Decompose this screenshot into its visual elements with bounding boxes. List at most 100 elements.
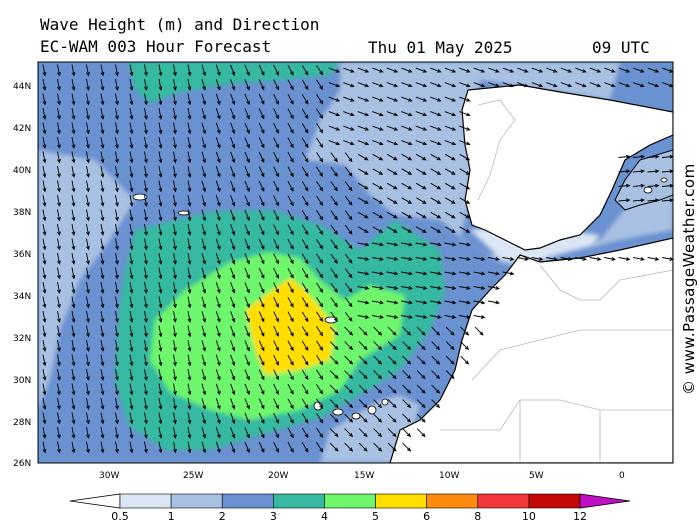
wave-direction-arrow: [430, 271, 442, 276]
wave-direction-arrow: [129, 224, 134, 236]
wave-direction-arrow: [244, 108, 250, 120]
wave-direction-arrow: [273, 93, 279, 105]
iberia-land: [461, 84, 673, 251]
wave-direction-arrow: [201, 369, 207, 381]
wave-direction-arrow: [330, 253, 338, 264]
wave-direction-arrow: [273, 238, 279, 250]
wave-direction-arrow: [445, 355, 455, 365]
wave-direction-arrow: [144, 180, 148, 193]
wave-direction-arrow: [201, 108, 207, 120]
wave-direction-arrow: [344, 253, 353, 264]
wave-direction-arrow: [144, 238, 148, 251]
wave-direction-arrow: [42, 166, 47, 178]
wave-direction-arrow: [57, 195, 61, 207]
wave-direction-arrow: [258, 441, 265, 453]
wave-direction-arrow: [115, 412, 119, 425]
wave-direction-arrow: [258, 325, 265, 337]
wave-direction-arrow: [187, 151, 192, 164]
wave-direction-arrow: [401, 197, 413, 204]
wave-direction-arrow: [129, 122, 134, 135]
wave-direction-arrow: [100, 325, 105, 338]
wave-direction-arrow: [57, 427, 61, 439]
wave-direction-arrow: [372, 125, 384, 131]
wave-direction-arrow: [287, 369, 294, 381]
wave-direction-arrow: [244, 412, 250, 425]
wave-direction-arrow: [115, 151, 119, 164]
wave-direction-arrow: [129, 311, 134, 323]
wave-direction-arrow: [387, 413, 397, 423]
wave-direction-arrow: [57, 398, 61, 410]
wave-direction-arrow: [71, 427, 76, 439]
wave-direction-arrow: [473, 82, 486, 88]
wave-direction-arrow: [316, 239, 324, 250]
wave-direction-arrow: [343, 125, 355, 131]
wave-direction-arrow: [372, 82, 384, 88]
wave-direction-arrow: [115, 354, 119, 367]
wave-direction-arrow: [173, 79, 177, 91]
wave-direction-arrow: [444, 82, 457, 88]
wave-direction-arrow: [158, 427, 163, 439]
wave-direction-arrow: [301, 166, 309, 178]
lat-label: 26N: [13, 459, 31, 469]
wave-direction-arrow: [57, 166, 61, 178]
wave-direction-arrow: [187, 224, 192, 236]
wave-direction-arrow: [502, 257, 515, 261]
wave-direction-arrow: [387, 399, 397, 409]
wave-direction-arrow: [129, 412, 134, 425]
wave-direction-arrow: [330, 268, 338, 279]
wave-direction-arrow: [86, 354, 90, 367]
forecast-date: Thu 01 May 2025: [368, 38, 513, 57]
wave-direction-arrow: [401, 300, 413, 305]
wave-direction-arrow: [316, 268, 324, 279]
wave-direction-arrow: [316, 210, 324, 221]
wave-direction-arrow: [372, 315, 384, 319]
wave-direction-arrow: [258, 108, 265, 120]
wave-direction-arrow: [42, 441, 47, 454]
wave-direction-arrow: [373, 384, 383, 394]
wave-direction-arrow: [115, 398, 119, 410]
wave-direction-arrow: [57, 412, 61, 425]
wave-direction-arrow: [473, 257, 486, 261]
wave-direction-arrow: [344, 355, 354, 365]
wave-direction-arrow: [42, 151, 47, 164]
wave-direction-arrow: [71, 441, 76, 454]
wave-direction-arrow: [316, 224, 324, 235]
wave-direction-arrow: [42, 325, 47, 338]
wave-direction-arrow: [173, 311, 177, 323]
wave-direction-arrow: [473, 300, 486, 305]
wave-direction-arrow: [57, 253, 61, 265]
wave-direction-arrow: [632, 198, 646, 203]
wave-direction-arrow: [215, 93, 221, 106]
wave-direction-arrow: [647, 67, 660, 73]
wave-direction-arrow: [287, 296, 294, 308]
wave-direction-arrow: [57, 238, 61, 251]
wave-direction-arrow: [86, 325, 90, 338]
wave-direction-arrow: [86, 166, 90, 178]
wave-direction-arrow: [244, 427, 250, 439]
wave-direction-arrow: [459, 197, 471, 204]
legend-swatch: [477, 493, 530, 509]
wave-direction-arrow: [244, 398, 250, 410]
wave-direction-arrow: [42, 108, 47, 120]
wave-direction-arrow: [344, 268, 353, 279]
wave-direction-arrow: [115, 195, 119, 207]
wave-direction-arrow: [473, 271, 486, 276]
wave-direction-arrow: [502, 271, 515, 276]
wave-direction-arrow: [42, 209, 47, 222]
wave-direction-arrow: [473, 315, 486, 319]
wave-direction-arrow: [173, 383, 177, 396]
wave-direction-arrow: [589, 82, 602, 88]
wave-direction-arrow: [230, 354, 236, 367]
wave-direction-arrow: [215, 267, 221, 280]
wave-direction-arrow: [115, 441, 119, 454]
lat-label: 32N: [13, 334, 31, 344]
wave-direction-arrow: [343, 67, 355, 73]
wave-direction-arrow: [57, 151, 61, 164]
wave-direction-arrow: [316, 79, 324, 90]
wave-direction-arrow: [647, 183, 660, 188]
wave-direction-arrow: [173, 369, 177, 381]
wave-direction-arrow: [258, 137, 265, 149]
lon-label: 0: [619, 471, 625, 481]
wave-direction-arrow: [386, 211, 398, 219]
legend-tick-label: 6: [423, 510, 430, 523]
